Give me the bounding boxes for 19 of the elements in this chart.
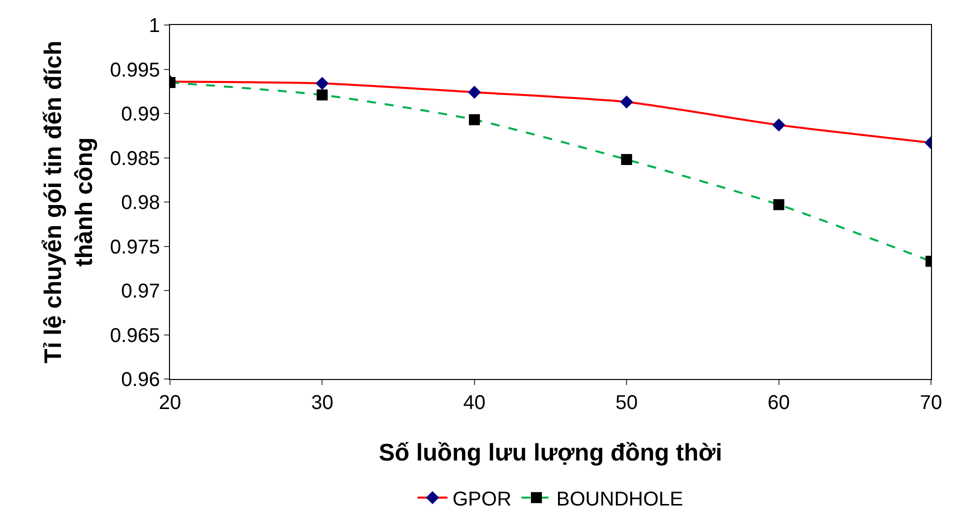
legend-label: GPOR (452, 488, 512, 510)
y-tick-label: 0.98 (121, 192, 160, 214)
y-tick-label: 0.965 (110, 324, 160, 347)
y-tick-label: 0.985 (110, 148, 160, 170)
y-tick-label: 0.975 (110, 236, 160, 258)
x-tick-label: 70 (920, 392, 942, 414)
y-tick-label: 0.995 (110, 59, 160, 82)
y-tick-label: 0.99 (121, 104, 160, 126)
legend-label: BOUNDHOLE (556, 488, 684, 510)
y-tick-label: 0.97 (121, 280, 160, 302)
x-tick-label: 20 (158, 392, 182, 414)
y-tick-label: 0.96 (121, 369, 160, 391)
x-tick-label: 60 (768, 392, 790, 414)
x-tick-label: 50 (615, 392, 638, 414)
x-axis-title: Số luồng lưu lượng đồng thời (378, 439, 722, 466)
x-tick-label: 30 (311, 392, 334, 414)
x-tick-label: 40 (463, 392, 486, 414)
y-axis-title: Tỉ lệ chuyển gói tin đến đích thành công (40, 40, 98, 364)
y-tick-label: 1 (148, 15, 160, 37)
